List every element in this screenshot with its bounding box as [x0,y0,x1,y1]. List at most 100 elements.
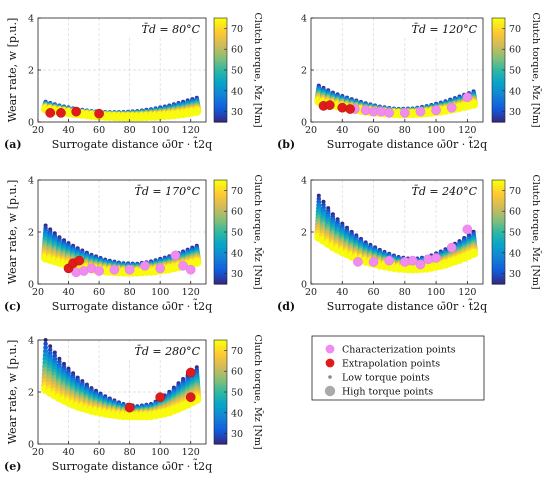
characterization-point [462,92,473,103]
colorbar-segment [492,255,505,259]
panel-a: 20 40 60 80 100 120 0 2 4 T̄d = 80°C Surrogate dis… [4,12,264,151]
x-tick-label: 80 [399,287,411,298]
colorbar-segment [492,182,505,186]
colorbar-segment [214,103,227,107]
colorbar-tick-label: 70 [509,186,521,197]
legend-marker [325,358,335,368]
colorbar-segment [214,88,227,92]
data-point [43,345,48,350]
colorbar-segment [214,182,227,186]
colorbar-segment [214,25,227,29]
colorbar-segment [492,242,505,246]
colorbar-segment [214,247,227,251]
characterization-point [368,257,379,267]
colorbar-segment [492,75,505,79]
colorbar-segment [492,265,505,269]
colorbar-tick-label: 60 [231,207,243,218]
colorbar-segment [492,54,505,58]
colorbar-segment [214,363,227,367]
characterization-point [431,105,441,116]
colorbar-segment [214,33,227,37]
x-axis-label: Surrogate distance ω̄0r · t̃2q [52,459,212,473]
data-point [192,106,202,116]
colorbar-segment [492,62,505,66]
panel-b: 20 40 60 80 100 120 0 2 4 T̄d = 120°C Surrogate di… [277,12,542,151]
colorbar-segment [214,206,227,210]
colorbar-segment [214,109,227,113]
colorbar-segment [492,116,505,120]
legend-box [311,335,485,401]
extrapolation-point [155,392,166,403]
colorbar-segment [214,111,227,115]
colorbar-segment [492,190,505,194]
colorbar-segment [492,239,505,243]
colorbar-segment [214,44,227,48]
colorbar-segment [214,353,227,357]
colorbar-segment [214,75,227,79]
colorbar-segment [492,232,505,236]
characterization-point [155,263,166,274]
colorbar-segment [214,54,227,58]
colorbar-segment [492,28,505,32]
x-tick-label: 40 [62,125,74,136]
colorbar-segment [214,234,227,238]
colorbar-segment [492,114,505,118]
x-axis-label: Surrogate distance ω̄0r · t̃2q [52,299,212,313]
colorbar-segment [492,109,505,113]
characterization-point [399,108,410,118]
colorbar-segment [214,252,227,256]
x-tick-label: 60 [93,287,105,298]
colorbar-segment [492,36,505,40]
x-tick-label: 20 [32,287,44,298]
characterization-point [124,264,135,275]
colorbar-segment [492,46,505,50]
x-tick-label: 100 [151,287,169,298]
inset-title: T̄d = 120°C [411,23,477,36]
panel-label: (c) [4,300,21,313]
colorbar-segment [214,96,227,100]
x-tick-label: 20 [305,125,317,136]
colorbar-segment [214,208,227,212]
colorbar-segment [492,193,505,197]
legend-marker [328,375,332,379]
legend: Characterization points Extrapolation poi… [311,335,485,401]
data-point [469,99,479,109]
colorbar-segment [214,221,227,225]
colorbar-segment [214,36,227,40]
colorbar-segment [214,77,227,81]
x-tick-label: 60 [93,125,105,136]
extrapolation-point [71,106,82,117]
panel-e: 20 40 60 80 100 120 0 2 4 T̄d = 280°C Surrogate di… [4,334,264,473]
colorbar-segment [214,386,227,390]
colorbar-segment [492,234,505,238]
inset-title: T̄d = 280°C [134,345,200,358]
x-tick-label: 80 [124,447,136,458]
colorbar-segment [492,185,505,189]
colorbar-segment [492,268,505,272]
colorbar-segment [214,80,227,84]
colorbar-tick-label: 50 [509,228,521,239]
colorbar-segment [214,410,227,414]
legend-item-label: Low torque points [342,373,430,384]
colorbar-segment [214,366,227,370]
x-tick-label: 60 [367,125,379,136]
x-tick-label: 40 [336,125,348,136]
colorbar-segment [214,224,227,228]
panel-c: 20 40 60 80 100 120 0 2 4 T̄d = 170°C Surrogate di… [4,174,264,313]
colorbar-segment [492,208,505,212]
x-tick-label: 60 [93,447,105,458]
data-point [48,344,53,349]
colorbar-tick-label: 70 [231,186,243,197]
colorbar-segment [214,83,227,87]
colorbar-segment [214,402,227,406]
colorbar-segment [492,57,505,61]
panel-label: (a) [4,138,22,151]
colorbar-segment [492,216,505,220]
colorbar-segment [214,255,227,259]
data-point [57,356,62,361]
colorbar-segment [214,441,227,445]
colorbar-segment [492,90,505,94]
colorbar-tick-label: 40 [231,86,243,97]
colorbar-segment [214,376,227,380]
colorbar-segment [492,271,505,275]
